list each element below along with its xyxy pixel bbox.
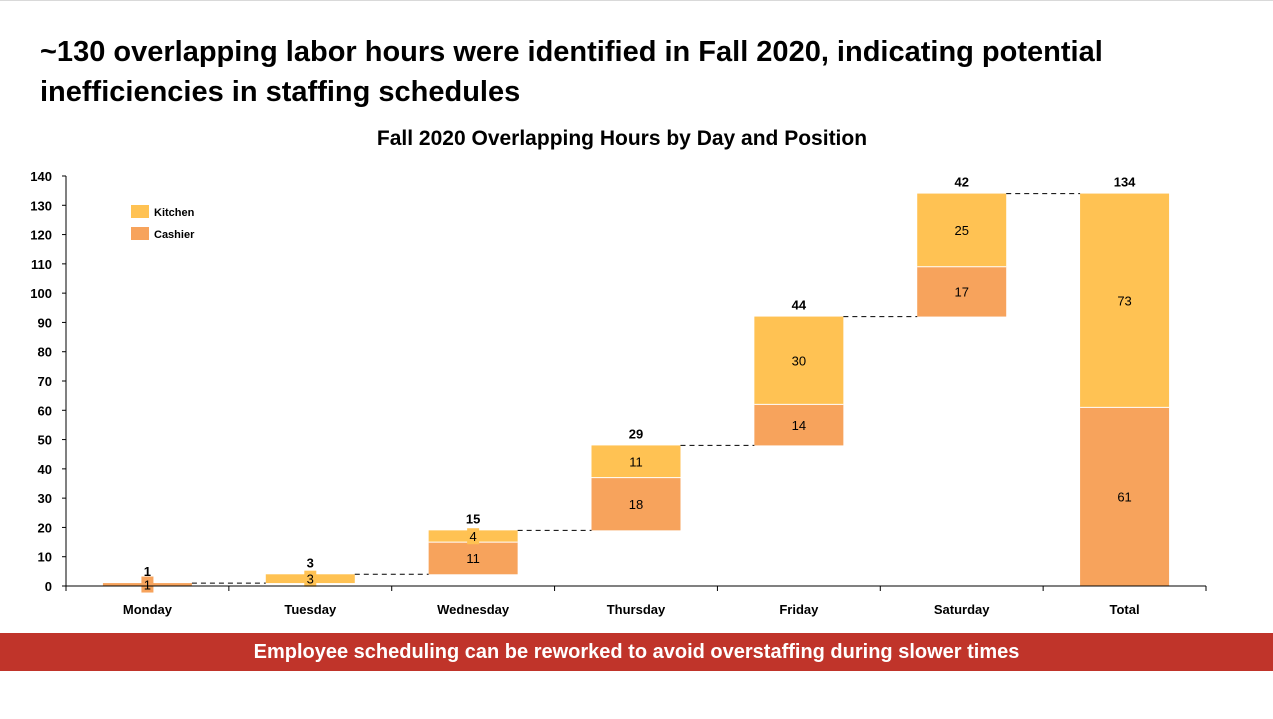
data-label-kitchen-total: 73: [1117, 293, 1131, 308]
data-label-cashier-wednesday: 11: [466, 551, 480, 566]
x-tick-label-saturday: Saturday: [934, 602, 990, 617]
y-tick-label: 10: [38, 550, 52, 565]
bar-cashier-wednesday: [428, 542, 518, 575]
legend-swatch-cashier: [131, 227, 149, 240]
bar-kitchen-friday: [754, 316, 844, 405]
total-label-thursday: 29: [629, 426, 643, 441]
waterfall-chart: Fall 2020 Overlapping Hours by Day and P…: [30, 127, 1207, 617]
data-label-cashier-thursday: 18: [629, 497, 643, 512]
total-label-saturday: 42: [954, 175, 968, 190]
x-tick-label-monday: Monday: [123, 602, 173, 617]
data-label-cashier-friday: 14: [792, 418, 806, 433]
data-label-kitchen-thursday: 11: [629, 455, 643, 470]
x-tick-label-friday: Friday: [779, 602, 819, 617]
y-tick-label: 120: [30, 228, 52, 243]
bar-cashier-thursday: [591, 477, 681, 531]
y-tick-label: 30: [38, 491, 52, 506]
y-tick-label: 90: [38, 315, 52, 330]
data-label-cashier-total: 61: [1117, 490, 1131, 505]
bar-kitchen-thursday: [591, 445, 681, 478]
data-label-cashier-saturday: 17: [954, 285, 968, 300]
x-tick-label-total: Total: [1110, 602, 1140, 617]
top-rule: [0, 0, 1273, 1]
y-tick-label: 40: [38, 462, 52, 477]
bar-kitchen-saturday: [917, 193, 1007, 267]
slide-title: ~130 overlapping labor hours were identi…: [40, 36, 1103, 108]
y-tick-label: 70: [38, 374, 52, 389]
x-tick-label-thursday: Thursday: [607, 602, 666, 617]
data-label-kitchen-friday: 30: [792, 354, 806, 369]
legend-swatch-kitchen: [131, 205, 149, 218]
x-tick-label-tuesday: Tuesday: [284, 602, 337, 617]
y-tick-label: 140: [30, 169, 52, 184]
data-label-kitchen-saturday: 25: [954, 223, 968, 238]
legend-label-cashier: Cashier: [154, 229, 195, 241]
bar-kitchen-total: [1080, 193, 1170, 408]
bar-cashier-friday: [754, 404, 844, 446]
y-tick-label: 110: [31, 257, 52, 272]
bar-cashier-saturday: [917, 266, 1007, 317]
total-label-monday: 1: [144, 564, 151, 579]
y-tick-label: 60: [38, 403, 52, 418]
label-tab-kitchen-tuesday: [304, 570, 317, 587]
x-tick-label-wednesday: Wednesday: [437, 602, 510, 617]
total-label-tuesday: 3: [307, 555, 314, 570]
y-tick-label: 50: [38, 433, 52, 448]
y-tick-label: 100: [30, 286, 52, 301]
y-tick-label: 0: [45, 579, 52, 594]
label-tab-kitchen-wednesday: [467, 528, 480, 545]
bar-cashier-total: [1080, 407, 1170, 586]
data-label-kitchen-tuesday: 3: [307, 572, 314, 587]
y-tick-label: 20: [38, 520, 52, 535]
legend-label-kitchen: Kitchen: [154, 207, 195, 219]
chart-title: Fall 2020 Overlapping Hours by Day and P…: [377, 127, 867, 150]
total-label-total: 134: [1114, 175, 1136, 190]
total-label-friday: 44: [792, 298, 807, 313]
y-tick-label: 130: [30, 198, 52, 213]
label-tab-cashier-monday: [141, 576, 154, 593]
total-label-wednesday: 15: [466, 511, 480, 526]
data-label-cashier-monday: 1: [144, 578, 151, 593]
y-tick-label: 80: [38, 345, 52, 360]
takeaway-banner: Employee scheduling can be reworked to a…: [0, 633, 1273, 671]
data-label-kitchen-wednesday: 4: [470, 529, 477, 544]
